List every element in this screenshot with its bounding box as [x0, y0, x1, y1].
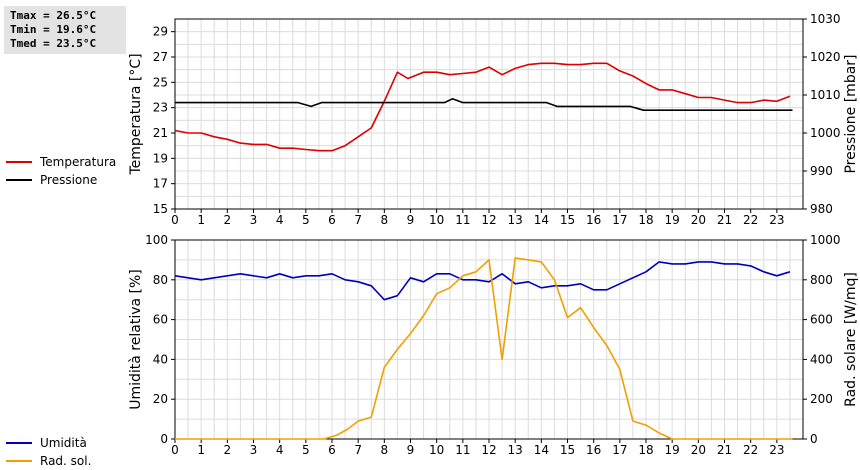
- chart2-y2tick-label: 400: [810, 352, 833, 366]
- chart1-ylabel: Temperatura [°C]: [128, 53, 144, 175]
- chart1-ytick-label: 19: [153, 151, 168, 165]
- chart1-xtick-label: 4: [276, 213, 284, 227]
- chart1-ytick-label: 21: [153, 126, 168, 140]
- chart2-y2label: Rad. solare [W/mq]: [843, 272, 859, 407]
- series-rad-sol-line: [175, 257, 793, 440]
- chart2-y2tick-label: 1000: [810, 233, 841, 247]
- chart2-xtick-label: 23: [769, 443, 784, 457]
- series-temperatura-line: [174, 62, 791, 152]
- chart1-y2tick-label: 1010: [810, 88, 841, 102]
- chart1-xtick-label: 5: [302, 213, 310, 227]
- chart1-y2tick-label: 1020: [810, 50, 841, 64]
- series-umidit-line: [174, 261, 791, 301]
- chart2-y2tick-label: 0: [810, 432, 818, 446]
- chart2-ytick-label: 60: [153, 313, 168, 327]
- legend-item-temperatura: Temperatura: [6, 153, 116, 171]
- chart1-xtick-label: 3: [250, 213, 258, 227]
- legend-swatch-temperatura: [6, 161, 32, 163]
- chart2-xtick-label: 18: [638, 443, 653, 457]
- chart2-xtick-label: 4: [276, 443, 284, 457]
- chart1-xtick-label: 13: [508, 213, 523, 227]
- chart2-y2tick-label: 600: [810, 313, 833, 327]
- chart1-xtick-label: 15: [560, 213, 575, 227]
- chart1-xtick-label: 2: [224, 213, 232, 227]
- stats-tmed: Tmed = 23.5°C: [10, 37, 97, 50]
- chart1-xtick-label: 7: [354, 213, 362, 227]
- chart2-xtick-label: 13: [508, 443, 523, 457]
- chart2-y2tick-label: 200: [810, 392, 833, 406]
- chart1-ytick-label: 29: [153, 25, 168, 39]
- chart2-ylabel: Umidità relativa [%]: [128, 269, 144, 410]
- chart1-xtick-label: 14: [534, 213, 549, 227]
- chart1-ytick-label: 27: [153, 50, 168, 64]
- chart1-xtick-label: 20: [691, 213, 706, 227]
- chart1-xtick-label: 0: [171, 213, 179, 227]
- stats-box: Tmax = 26.5°C Tmin = 19.6°C Tmed = 23.5°…: [4, 6, 126, 54]
- chart2-xtick-label: 21: [717, 443, 732, 457]
- stats-tmin: Tmin = 19.6°C: [10, 23, 97, 36]
- chart1-xtick-label: 9: [407, 213, 415, 227]
- chart1-xtick-label: 11: [455, 213, 470, 227]
- chart2-ytick-label: 100: [145, 233, 168, 247]
- legend-swatch-radsol: [6, 460, 32, 462]
- chart1-xtick-label: 17: [612, 213, 627, 227]
- chart2-xtick-label: 9: [407, 443, 415, 457]
- chart2-xtick-label: 12: [481, 443, 496, 457]
- chart1-xtick-label: 8: [381, 213, 389, 227]
- series-pressione-line: [175, 98, 793, 111]
- chart2-xtick-label: 11: [455, 443, 470, 457]
- chart1-y2tick-label: 980: [810, 202, 833, 216]
- legend-swatch-pressione: [6, 179, 32, 181]
- chart2-ytick-label: 80: [153, 273, 168, 287]
- chart2-xtick-label: 15: [560, 443, 575, 457]
- weather-charts: 0 1 2 3 4 5 6 7 8 9 10 11 12 13 14 15 16 17 18 19 20 21 22 2315…: [128, 12, 859, 457]
- chart2-xtick-label: 2: [224, 443, 232, 457]
- chart2-xtick-label: 22: [743, 443, 758, 457]
- chart1-y2tick-label: 1030: [810, 12, 841, 26]
- chart2-xtick-label: 16: [586, 443, 601, 457]
- chart1-xtick-label: 16: [586, 213, 601, 227]
- chart1-y2tick-label: 990: [810, 164, 833, 178]
- chart1-xtick-label: 12: [481, 213, 496, 227]
- chart1-ytick-label: 25: [153, 75, 168, 89]
- chart2-xtick-label: 5: [302, 443, 310, 457]
- chart2-ytick-label: 0: [160, 432, 168, 446]
- chart2-y2tick-label: 800: [810, 273, 833, 287]
- chart2-xtick-label: 14: [534, 443, 549, 457]
- chart1-y2label: Pressione [mbar]: [843, 54, 859, 173]
- chart1-xtick-label: 22: [743, 213, 758, 227]
- chart1-xtick-label: 21: [717, 213, 732, 227]
- chart1-y2tick-label: 1000: [810, 126, 841, 140]
- chart1-xtick-label: 18: [638, 213, 653, 227]
- stats-tmax: Tmax = 26.5°C: [10, 9, 97, 22]
- chart2-xtick-label: 8: [381, 443, 389, 457]
- legend-label-pressione: Pressione: [40, 173, 98, 187]
- chart1-ytick-label: 15: [153, 202, 168, 216]
- chart2-xtick-label: 19: [665, 443, 680, 457]
- chart2-ytick-label: 20: [153, 392, 168, 406]
- chart2-xtick-label: 6: [328, 443, 336, 457]
- chart2-xtick-label: 7: [354, 443, 362, 457]
- chart2-xtick-label: 17: [612, 443, 627, 457]
- chart2-xtick-label: 0: [171, 443, 179, 457]
- chart2-xtick-label: 20: [691, 443, 706, 457]
- legend-label-umidita: Umidità: [40, 436, 87, 450]
- chart1-xtick-label: 6: [328, 213, 336, 227]
- chart1-ytick-label: 23: [153, 101, 168, 115]
- legend-item-umidita: Umidità: [6, 434, 91, 452]
- legend-item-pressione: Pressione: [6, 171, 116, 189]
- chart2-xtick-label: 1: [197, 443, 205, 457]
- chart1-ytick-label: 17: [153, 177, 168, 191]
- chart2-ytick-label: 40: [153, 352, 168, 366]
- chart1-xtick-label: 23: [769, 213, 784, 227]
- chart1-xtick-label: 1: [197, 213, 205, 227]
- legend-label-temperatura: Temperatura: [40, 155, 117, 169]
- chart2-xtick-label: 3: [250, 443, 258, 457]
- chart1-xtick-label: 10: [429, 213, 444, 227]
- chart1-xtick-label: 19: [665, 213, 680, 227]
- legend-top: Temperatura Pressione: [6, 153, 116, 189]
- legend-swatch-umidita: [6, 442, 32, 444]
- chart2-xtick-label: 10: [429, 443, 444, 457]
